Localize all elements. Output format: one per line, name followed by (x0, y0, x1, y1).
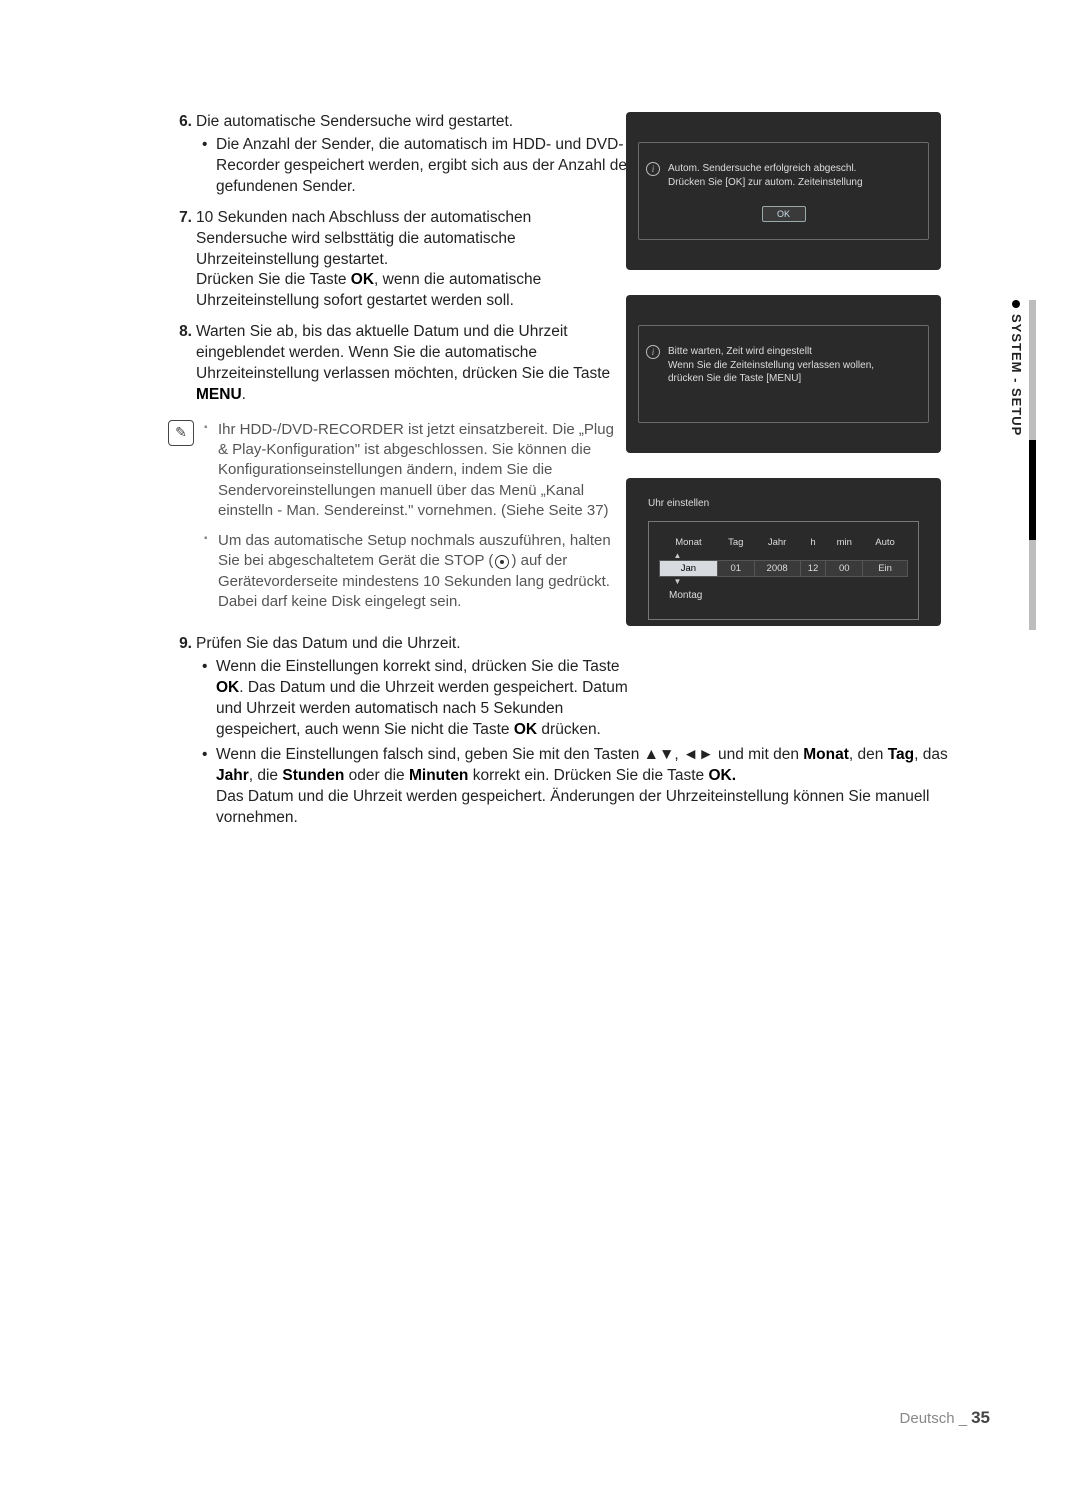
step-7-text-1: 10 Sekunden nach Abschluss der automatis… (196, 209, 531, 268)
tv2-line3: drücken Sie die Taste [MENU] (668, 372, 874, 386)
tv1-line1: Autom. Sendersuche erfolgreich abgeschl. (668, 162, 863, 176)
bullet-icon (1012, 300, 1020, 308)
tv-screenshot-1: i Autom. Sendersuche erfolgreich abgesch… (626, 112, 941, 270)
arrow-down-icon: ▼ (674, 577, 682, 586)
tv3-day: Montag (659, 586, 908, 601)
footer-page-number: 35 (971, 1408, 990, 1427)
tv-screenshot-3: Uhr einstellen Monat Tag Jahr h min Auto… (626, 478, 941, 626)
arrow-up-icon: ▲ (674, 551, 682, 560)
step-8-number: 8. (168, 322, 192, 343)
tv1-ok-button: OK (762, 206, 806, 222)
side-tab: SYSTEM - SETUP (1010, 300, 1036, 640)
tv1-line2: Drücken Sie [OK] zur autom. Zeiteinstell… (668, 176, 863, 190)
info-icon: i (646, 162, 660, 176)
page-footer: Deutsch _35 (900, 1408, 990, 1428)
step-7-text-2a: Drücken Sie die Taste (196, 271, 351, 288)
tv3-min: 00 (826, 561, 863, 577)
step-8-text: Warten Sie ab, bis das aktuelle Datum un… (196, 323, 610, 382)
tv3-monat: Jan (660, 561, 718, 577)
step-7-ok: OK (351, 271, 374, 288)
step-8-menu: MENU (196, 386, 242, 403)
note-1: Ihr HDD-/DVD-RECORDER ist jetzt einsatzb… (204, 420, 624, 521)
info-icon: i (646, 345, 660, 359)
stop-icon (495, 555, 509, 569)
step-9-text: Prüfen Sie das Datum und die Uhrzeit. (196, 635, 461, 652)
step-9-number: 9. (168, 634, 192, 655)
step-9: 9.Prüfen Sie das Datum und die Uhrzeit. … (168, 634, 938, 828)
step-6-number: 6. (168, 112, 192, 133)
tv3-h: 12 (800, 561, 826, 577)
step-9-bullet-2: Wenn die Einstellungen falsch sind, gebe… (202, 745, 962, 829)
tv3-jahr: 2008 (754, 561, 800, 577)
tv3-tag: 01 (717, 561, 754, 577)
step-9-bullet-1: Wenn die Einstellungen korrekt sind, drü… (202, 657, 632, 741)
step-6-text: Die automatische Sendersuche wird gestar… (196, 113, 513, 130)
footer-lang: Deutsch _ (900, 1410, 968, 1427)
tv3-title: Uhr einstellen (638, 492, 929, 515)
note-icon: ✎ (168, 420, 194, 446)
tv3-auto: Ein (863, 561, 908, 577)
tv2-line1: Bitte warten, Zeit wird eingestellt (668, 345, 874, 359)
note-2: Um das automatische Setup nochmals auszu… (204, 531, 624, 612)
side-tab-label: SYSTEM - SETUP (1009, 314, 1024, 436)
tv2-line2: Wenn Sie die Zeiteinstellung verlassen w… (668, 359, 874, 373)
step-8-dot: . (242, 386, 246, 403)
step-7-number: 7. (168, 208, 192, 229)
tv3-table: Monat Tag Jahr h min Auto ▲ Jan 01 2008 (659, 534, 908, 586)
step-6-bullet-1: Die Anzahl der Sender, die automatisch i… (202, 135, 642, 198)
tv-screenshot-2: i Bitte warten, Zeit wird eingestellt We… (626, 295, 941, 453)
